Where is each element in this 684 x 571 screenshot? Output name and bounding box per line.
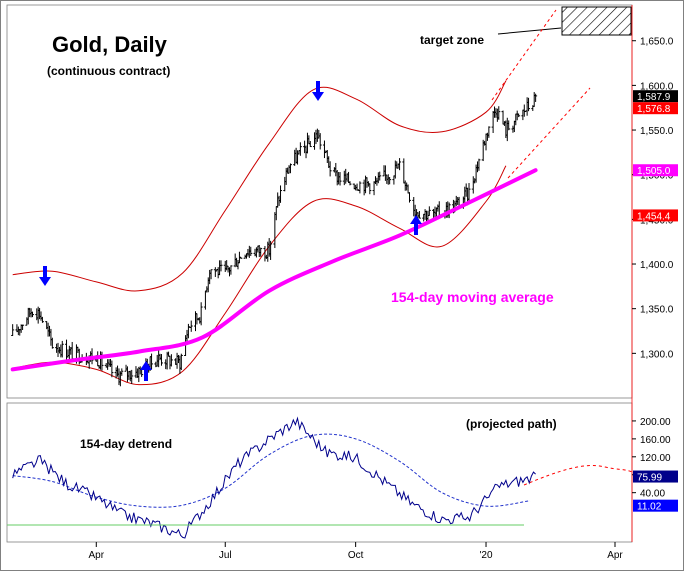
ohlc-bar xyxy=(110,360,114,378)
price-tick-label: 1,550.0 xyxy=(640,126,674,137)
detrend-price-tag: 75.99 xyxy=(633,470,678,484)
svg-text:1,454.4: 1,454.4 xyxy=(637,211,671,222)
price-tick-label: 1,650.0 xyxy=(640,37,674,48)
ohlc-bar xyxy=(249,246,253,256)
ohlc-bar xyxy=(358,181,362,194)
cycle-line xyxy=(12,433,531,508)
ohlc-bar xyxy=(31,311,35,318)
ohlc-bar xyxy=(21,324,25,331)
detrend-panel xyxy=(6,402,633,543)
ohlc-bar xyxy=(487,126,491,138)
detrend-title: 154-day detrend xyxy=(80,437,172,451)
down-arrow-icon xyxy=(39,266,51,286)
svg-text:75.99: 75.99 xyxy=(637,473,662,484)
upper-band-line xyxy=(12,80,507,292)
ohlc-bar xyxy=(467,183,471,202)
ohlc-bar xyxy=(378,171,382,181)
ohlc-bar xyxy=(150,353,154,370)
ohlc-bar xyxy=(348,181,352,186)
ohlc-bar xyxy=(477,158,481,171)
ohlc-bar xyxy=(288,163,292,174)
projection-lower-line xyxy=(507,87,591,179)
ohlc-bar xyxy=(199,302,203,326)
ohlc-bar xyxy=(417,211,421,219)
price-plot-area xyxy=(10,80,538,387)
ohlc-bar xyxy=(189,320,193,332)
ohlc-bar xyxy=(298,142,302,156)
x-tick-label: Apr xyxy=(607,550,623,561)
ohlc-bar xyxy=(497,106,501,120)
ohlc-bar xyxy=(239,256,243,259)
ohlc-bar xyxy=(169,354,173,367)
price-tick-label: 1,300.0 xyxy=(640,349,674,360)
detrend-tick-label: 200.00 xyxy=(640,417,671,428)
ohlc-bar xyxy=(269,240,273,260)
ohlc-bar xyxy=(179,353,183,371)
ohlc-bar xyxy=(209,269,213,280)
svg-text:1,576.8: 1,576.8 xyxy=(637,104,671,115)
ohlc-bar xyxy=(507,120,511,131)
ohlc-bar xyxy=(527,97,531,112)
ohlc-bar xyxy=(11,324,15,336)
moving-average-line xyxy=(10,168,538,372)
price-tick-label: 1,600.0 xyxy=(640,81,674,92)
projection-upper-line xyxy=(491,9,557,101)
up-arrow-icon xyxy=(410,215,422,235)
target-zone-pointer xyxy=(497,27,562,35)
x-tick-label: Jul xyxy=(219,550,232,561)
ohlc-bar xyxy=(534,93,538,102)
svg-text:1,505.0: 1,505.0 xyxy=(637,166,671,177)
ohlc-bar xyxy=(338,172,342,186)
projected-path-label: (projected path) xyxy=(466,417,557,431)
price-price-tag: 1,576.8 xyxy=(633,102,678,115)
ohlc-bar xyxy=(159,354,163,366)
ohlc-bar xyxy=(60,340,64,358)
price-tick-label: 1,400.0 xyxy=(640,260,674,271)
ohlc-bar xyxy=(398,158,402,171)
price-tags: 1,587.91,576.8 1,505.0 1,454.4 75.99 11.02 xyxy=(633,90,678,513)
target-zone-label: target zone xyxy=(420,33,484,47)
ohlc-bar xyxy=(130,369,134,385)
ohlc-bar xyxy=(368,183,372,195)
detrend-price-tag: 11.02 xyxy=(633,499,678,513)
detrend-tick-label: 120.00 xyxy=(640,453,671,464)
price-price-tag: 1,505.0 xyxy=(633,164,678,177)
down-arrow-icon xyxy=(312,81,324,101)
ohlc-bar xyxy=(40,316,44,323)
x-tick-label: '20 xyxy=(480,550,493,561)
ohlc-bar xyxy=(427,206,431,216)
ohlc-bar xyxy=(219,260,223,272)
detrend-plot-area xyxy=(12,416,536,539)
x-tick-label: Oct xyxy=(348,550,364,561)
ohlc-bar xyxy=(279,185,283,203)
ohlc-bar xyxy=(259,247,263,257)
up-arrow-icon xyxy=(140,361,152,381)
ohlc-bar xyxy=(328,161,332,177)
ohlc-bar xyxy=(308,141,312,148)
chart-title: Gold, Daily xyxy=(52,32,168,57)
svg-text:1,587.9: 1,587.9 xyxy=(637,92,671,103)
target-zone-box xyxy=(561,6,632,36)
moving-average-label: 154-day moving average xyxy=(391,289,554,305)
projected-path-line xyxy=(523,465,633,486)
ohlc-bar xyxy=(318,133,322,150)
ohlc-bar xyxy=(50,337,54,349)
ohlc-bar xyxy=(229,265,233,275)
price-price-tag: 1,587.9 xyxy=(633,90,678,103)
price-price-tag: 1,454.4 xyxy=(633,209,678,222)
ohlc-bar xyxy=(120,368,124,376)
ohlc-bar xyxy=(407,192,411,203)
price-panel xyxy=(6,4,633,399)
detrend-tick-label: 160.00 xyxy=(640,435,671,446)
detrend-line xyxy=(12,416,536,539)
ohlc-bar xyxy=(517,113,521,118)
price-tick-label: 1,350.0 xyxy=(640,305,674,316)
svg-text:11.02: 11.02 xyxy=(637,502,662,513)
chart-subtitle: (continuous contract) xyxy=(47,64,170,78)
x-tick-label: Apr xyxy=(89,550,105,561)
detrend-tick-label: 40.00 xyxy=(640,489,665,500)
ohlc-bar xyxy=(388,177,392,185)
